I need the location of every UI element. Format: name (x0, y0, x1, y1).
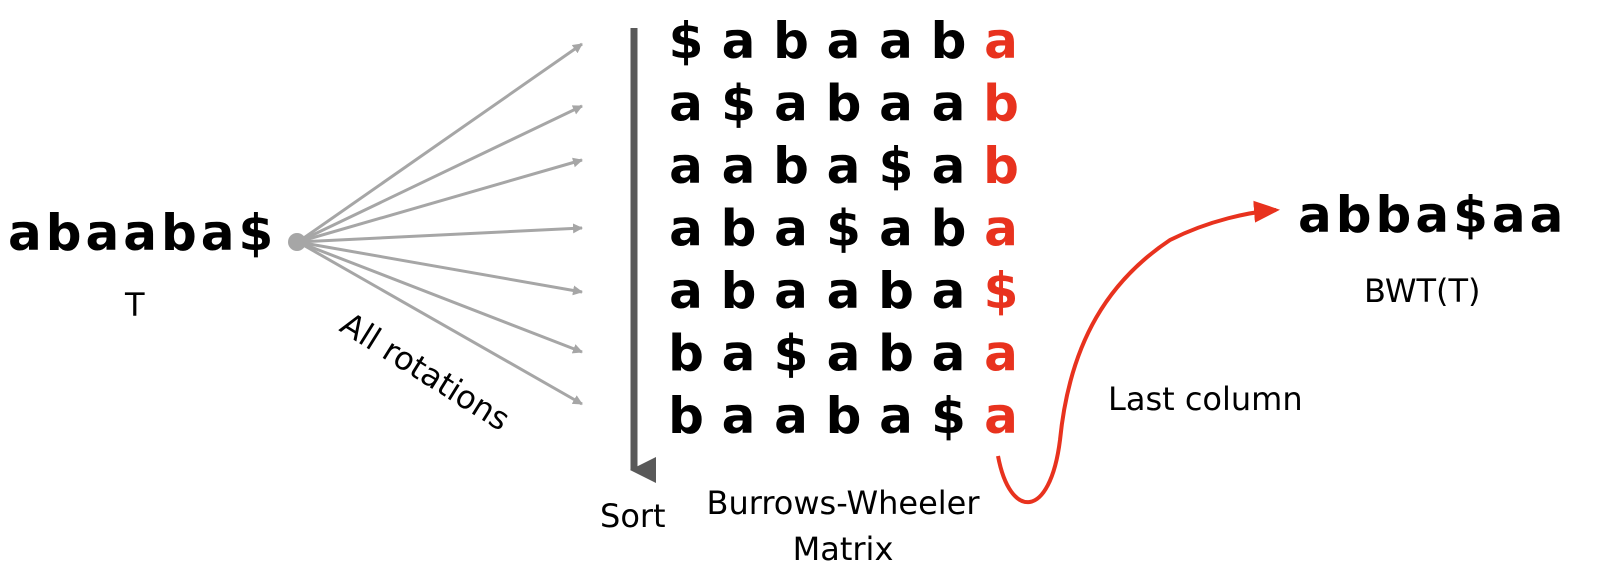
label-bwm-line2: Matrix (793, 530, 894, 568)
matrix-char: a (722, 12, 756, 70)
matrix-last-column-char: a (984, 325, 1018, 383)
fan-origin-dot (288, 233, 306, 251)
matrix-last-column-char: $ (984, 262, 1019, 320)
matrix-last-column-char: b (983, 137, 1019, 195)
matrix-char: a (774, 75, 808, 133)
bw-matrix: $ a b a a b aa $ a b a a ba a b a $ a ba b a $ a b aa b a a b a $b a $ a b… (668, 12, 1019, 445)
matrix-char: a (827, 325, 861, 383)
matrix-char: b (721, 262, 757, 320)
label-bwm-line1: Burrows-Wheeler (707, 484, 981, 522)
label-t: T (124, 286, 145, 324)
matrix-char: a (932, 325, 966, 383)
matrix-char: b (668, 387, 704, 445)
matrix-last-column-char: a (984, 12, 1018, 70)
matrix-char: a (774, 200, 808, 258)
matrix-char: a (722, 387, 756, 445)
matrix-last-column-char: b (983, 75, 1019, 133)
matrix-char: $ (721, 75, 756, 133)
matrix-char: a (932, 137, 966, 195)
rotation-arrow (297, 104, 583, 244)
label-bwt: BWT(T) (1364, 272, 1481, 310)
matrix-char: a (827, 137, 861, 195)
rotation-arrow (297, 223, 583, 244)
matrix-char: b (826, 75, 862, 133)
matrix-char: a (774, 387, 808, 445)
matrix-char: a (669, 137, 703, 195)
matrix-char: $ (774, 325, 809, 383)
label-all-rotations: All rotations (334, 305, 517, 439)
matrix-char: b (931, 12, 967, 70)
matrix-char: a (879, 75, 913, 133)
matrix-char: a (722, 137, 756, 195)
rotation-arrows (297, 42, 583, 406)
matrix-char: a (932, 75, 966, 133)
rotation-arrow (297, 240, 583, 354)
label-sort: Sort (600, 497, 666, 535)
rotation-arrow (297, 42, 583, 244)
matrix-last-column-char: a (984, 387, 1018, 445)
matrix-char: a (879, 12, 913, 70)
matrix-char: a (774, 262, 808, 320)
matrix-char: b (878, 262, 914, 320)
matrix-char: a (669, 262, 703, 320)
matrix-char: a (827, 262, 861, 320)
matrix-char: b (773, 12, 809, 70)
matrix-char: a (932, 262, 966, 320)
matrix-char: $ (879, 137, 914, 195)
matrix-char: b (721, 200, 757, 258)
matrix-char: $ (931, 387, 966, 445)
matrix-char: a (669, 75, 703, 133)
matrix-char: $ (669, 12, 704, 70)
matrix-char: $ (826, 200, 861, 258)
matrix-char: a (722, 325, 756, 383)
matrix-char: b (826, 387, 862, 445)
matrix-char: b (668, 325, 704, 383)
matrix-char: a (827, 12, 861, 70)
rotation-arrow (297, 240, 583, 406)
matrix-char: b (931, 200, 967, 258)
matrix-char: a (669, 200, 703, 258)
input-text-t: abaaba$ (8, 204, 277, 262)
rotation-arrow (297, 157, 583, 244)
matrix-char: a (879, 387, 913, 445)
rotation-arrow (297, 240, 583, 296)
matrix-last-column-char: a (984, 200, 1018, 258)
output-bwt: abba$aa (1298, 186, 1567, 244)
matrix-char: a (879, 200, 913, 258)
matrix-char: b (878, 325, 914, 383)
last-column-arrow (996, 200, 1280, 504)
label-last-column: Last column (1108, 380, 1303, 418)
matrix-char: b (773, 137, 809, 195)
